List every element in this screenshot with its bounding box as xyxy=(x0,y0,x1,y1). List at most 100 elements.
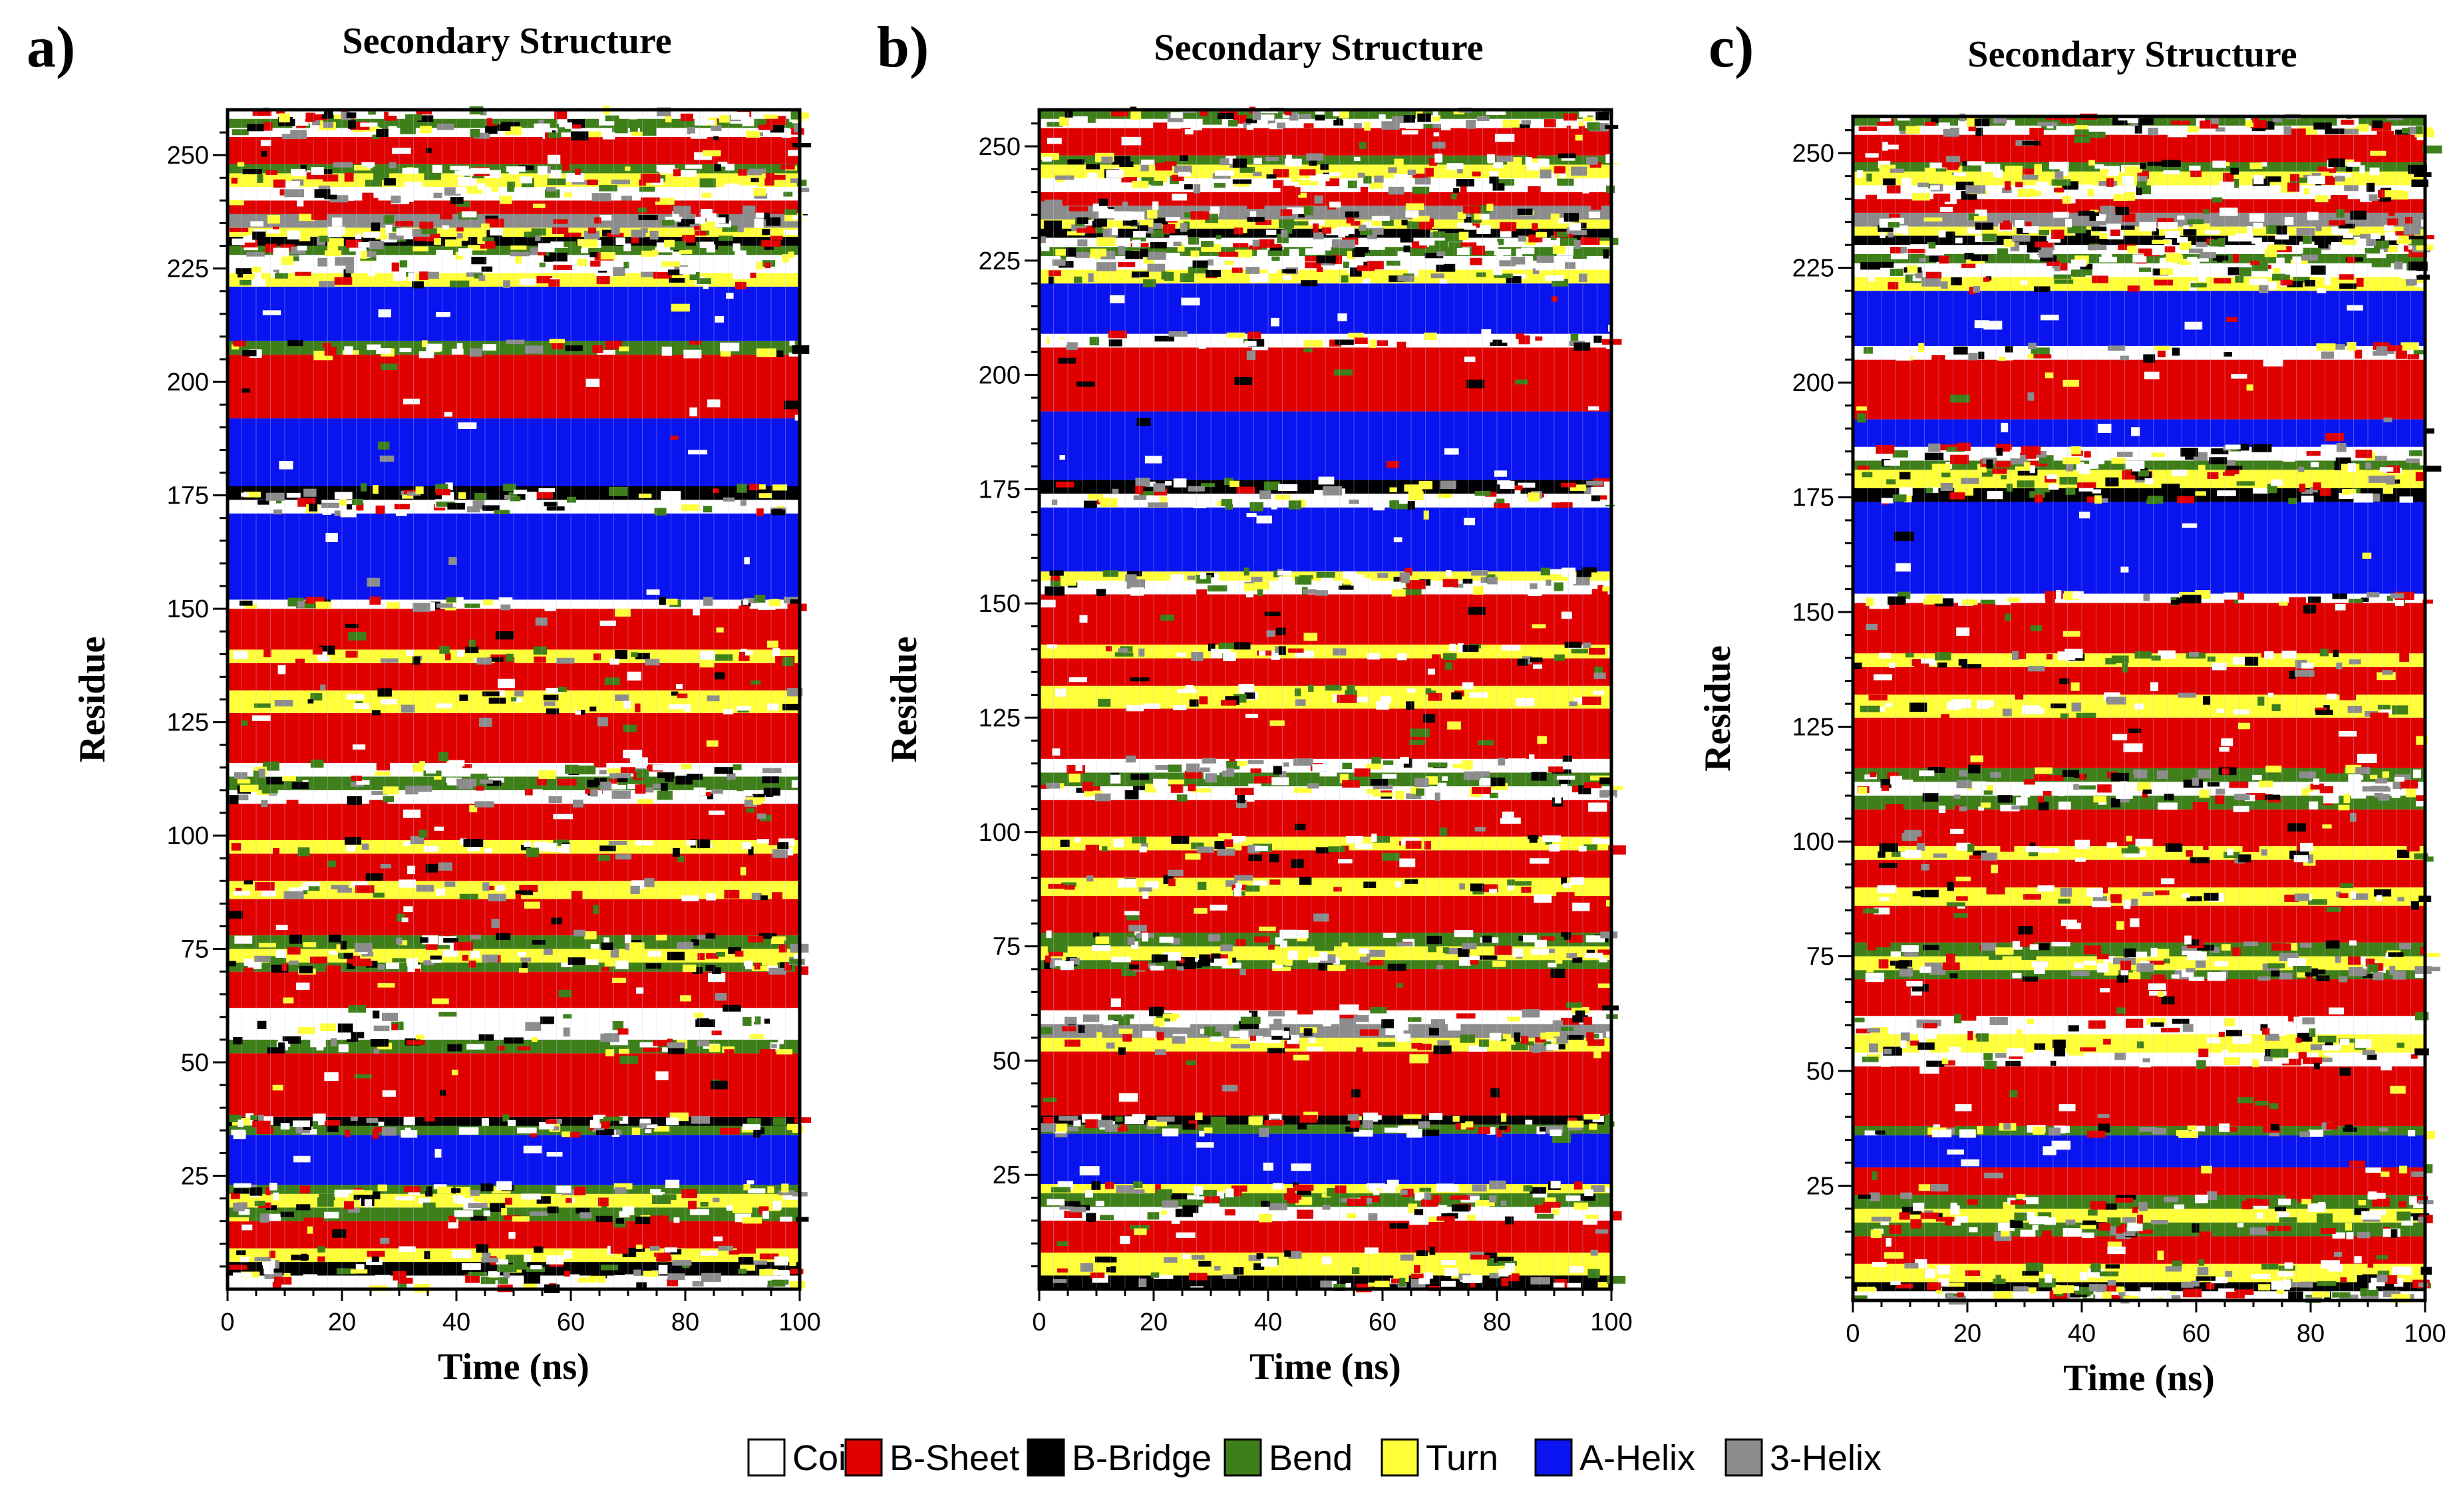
fluct-cell xyxy=(1497,179,1515,186)
fluct-cell xyxy=(2044,1217,2056,1225)
fluct-cell xyxy=(525,1022,542,1031)
fluct-cell xyxy=(782,704,798,710)
fluct-cell xyxy=(488,893,506,902)
fluct-cell xyxy=(1440,480,1456,490)
fluct-cell xyxy=(2161,996,2175,1004)
fluct-cell xyxy=(1507,879,1515,886)
fluct-cell xyxy=(1345,1283,1351,1288)
fluct-cell xyxy=(1319,951,1328,961)
fluct-cell xyxy=(229,795,239,805)
fluct-cell xyxy=(742,1124,761,1130)
fluct-cell xyxy=(318,1120,325,1126)
fluct-cell xyxy=(366,1118,379,1124)
fluct-cell xyxy=(562,1131,570,1137)
fluct-cell xyxy=(2110,1226,2116,1235)
fluct-cell xyxy=(1579,110,1587,118)
fluct-cell xyxy=(2264,651,2274,659)
fluct-cell xyxy=(1200,108,1208,116)
fluct-cell xyxy=(389,233,404,240)
fluct-cell xyxy=(391,1024,398,1030)
fluct-cell xyxy=(1098,698,1111,707)
fluct-cell xyxy=(1309,158,1317,166)
fluct-cell xyxy=(321,1120,341,1126)
fluct-cell xyxy=(1565,1195,1584,1201)
fluct-cell xyxy=(739,185,758,190)
fluct-cell xyxy=(517,952,526,957)
fluct-cell xyxy=(1922,793,1939,802)
fluct-cell xyxy=(480,1183,494,1191)
fluct-cell xyxy=(672,211,679,219)
x-tick-label: 80 xyxy=(1483,1308,1511,1336)
fluct-cell xyxy=(462,764,472,768)
fluct-cell xyxy=(1245,714,1259,718)
fluct-cell xyxy=(389,162,397,169)
fluct-cell xyxy=(2105,658,2116,665)
fluct-cell xyxy=(1866,968,1874,973)
fluct-cell xyxy=(1500,229,1512,237)
fluct-cell xyxy=(1463,771,1481,780)
fluct-cell xyxy=(1168,764,1182,772)
band-b-sheet xyxy=(1039,1051,1611,1116)
fluct-cell xyxy=(2143,354,2156,363)
fluct-cell xyxy=(1126,571,1142,577)
fluct-cell xyxy=(367,344,381,351)
fluct-cell xyxy=(2223,1057,2241,1065)
fluct-cell xyxy=(262,310,281,315)
fluct-cell xyxy=(599,215,612,221)
fluct-cell xyxy=(1171,1215,1180,1224)
fluct-cell xyxy=(1599,790,1617,798)
fluct-cell xyxy=(2103,956,2115,963)
fluct-cell xyxy=(651,1195,671,1204)
fluct-cell xyxy=(1591,1185,1605,1192)
fluct-cell xyxy=(1488,1195,1496,1203)
fluct-cell xyxy=(1308,684,1314,692)
fluct-cell xyxy=(1113,839,1124,847)
fluct-cell xyxy=(1354,156,1361,162)
fluct-cell xyxy=(297,601,305,608)
fluct-cell xyxy=(2219,746,2229,752)
fluct-cell xyxy=(1306,1046,1323,1052)
fluct-cell xyxy=(434,238,442,245)
fluct-cell xyxy=(412,281,424,289)
fluct-cell xyxy=(756,839,770,843)
fluct-cell xyxy=(2374,792,2383,798)
fluct-cell xyxy=(283,1273,291,1277)
fluct-cell xyxy=(1460,1196,1480,1203)
fluct-cell xyxy=(322,510,331,515)
fluct-cell xyxy=(1214,1266,1221,1271)
fluct-cell xyxy=(1575,1010,1585,1018)
fluct-cell xyxy=(263,1259,275,1269)
fluct-cell xyxy=(1077,239,1088,247)
fluct-cell xyxy=(2196,1060,2206,1069)
fluct-cell xyxy=(646,589,660,595)
fluct-cell xyxy=(1279,771,1287,777)
fluct-cell xyxy=(1984,1060,1997,1070)
fluct-cell xyxy=(1469,692,1488,698)
fluct-cell xyxy=(1208,643,1216,651)
fluct-cell xyxy=(2285,1193,2303,1199)
fluct-cell xyxy=(689,1209,709,1215)
fluct-cell xyxy=(424,1251,430,1259)
fluct-cell xyxy=(796,1217,809,1222)
fluct-cell xyxy=(1471,569,1488,576)
fluct-cell xyxy=(2123,899,2131,909)
fluct-cell xyxy=(364,1199,373,1208)
fluct-cell xyxy=(641,197,660,202)
fluct-cell xyxy=(1154,174,1168,183)
fluct-cell xyxy=(1467,1215,1476,1221)
fluct-cell xyxy=(1289,248,1299,258)
fluctuation-cells xyxy=(228,105,816,1294)
fluct-cell xyxy=(1415,108,1423,117)
fluct-cell xyxy=(1231,1044,1250,1049)
band-a-helix xyxy=(1853,291,2425,346)
fluct-cell xyxy=(231,178,238,184)
fluct-cell xyxy=(2082,1220,2096,1226)
fluct-cell xyxy=(1107,176,1116,184)
fluct-cell xyxy=(2279,1022,2297,1030)
fluct-cell xyxy=(1950,394,1970,403)
fluct-cell xyxy=(246,1113,254,1122)
fluct-cell xyxy=(399,260,408,268)
fluct-cell xyxy=(458,248,472,256)
fluct-cell xyxy=(768,967,786,975)
fluct-cell xyxy=(1096,237,1116,246)
